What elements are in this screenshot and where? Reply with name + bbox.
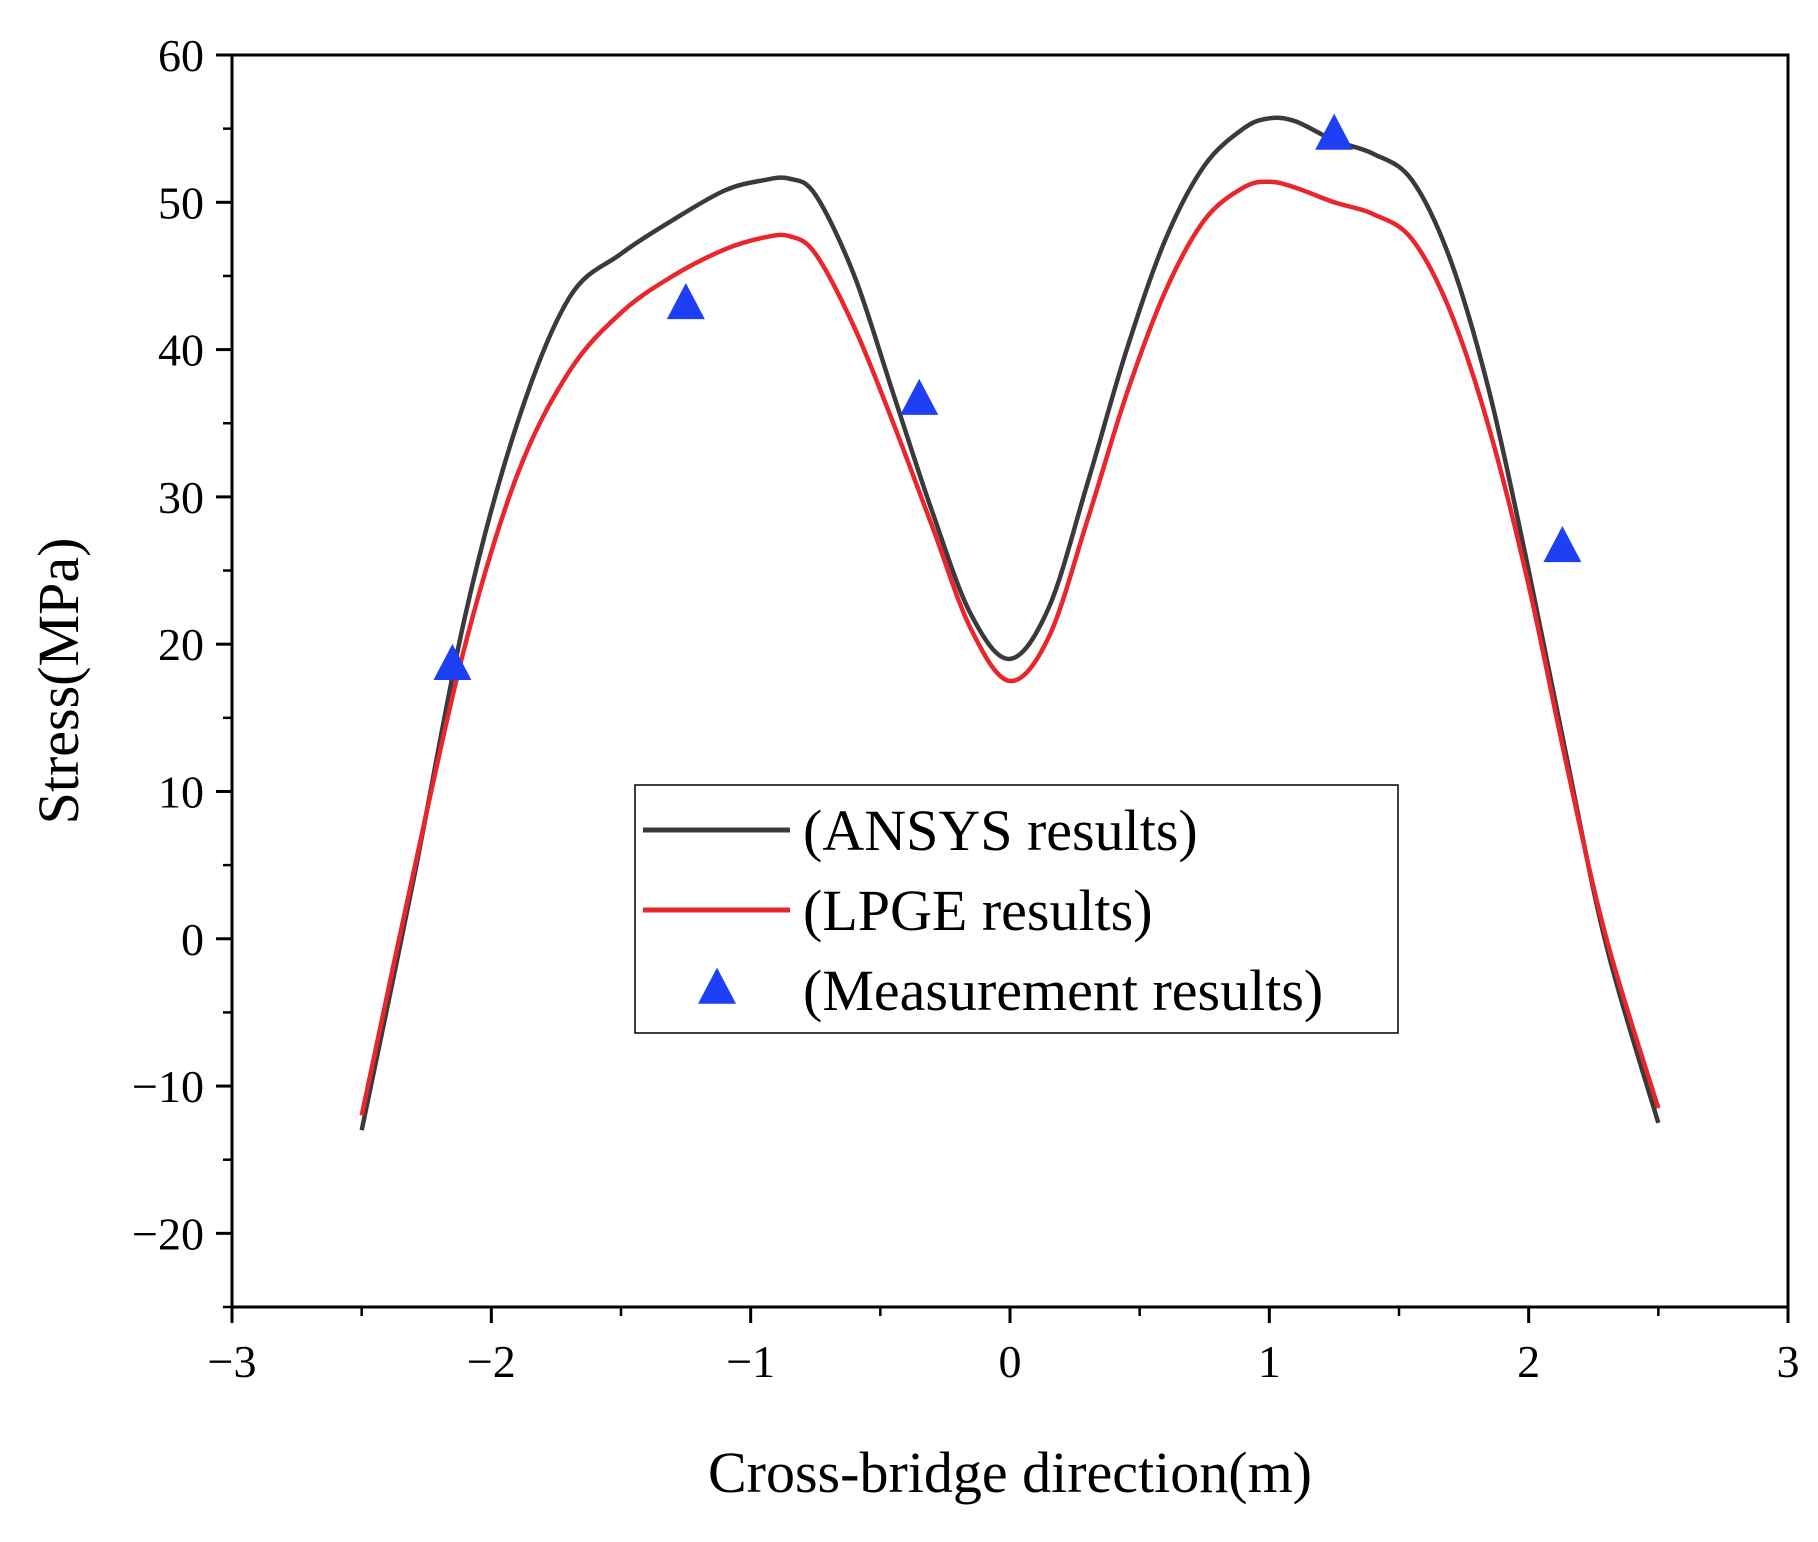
legend: (ANSYS results) (LPGE results) (Measurem… [634, 784, 1399, 1034]
plot-frame [230, 53, 1790, 1309]
legend-swatch-measurement [698, 967, 736, 1004]
y-tick-label: 60 [158, 30, 204, 81]
x-tick-label: 2 [1517, 1336, 1540, 1387]
measurement-point [900, 378, 939, 415]
y-tick-label: −20 [132, 1208, 204, 1259]
measurement-point [1315, 113, 1354, 150]
measurement-point [1543, 526, 1582, 563]
x-tick-label: 0 [999, 1336, 1022, 1387]
plot-area [359, 113, 1661, 1131]
x-tick-label: −3 [208, 1336, 257, 1387]
series-line-0 [359, 115, 1661, 1131]
series-line-1 [359, 179, 1661, 1116]
y-tick-label: −10 [132, 1061, 204, 1112]
x-tick-label: 3 [1777, 1336, 1800, 1387]
legend-label-lpge: (LPGE results) [803, 878, 1153, 943]
x-axis-title: Cross-bridge direction(m) [708, 1440, 1312, 1505]
y-tick-label: 0 [181, 914, 204, 965]
y-axis-title: Stress(MPa) [26, 538, 91, 825]
x-tick-label: −1 [726, 1336, 775, 1387]
x-tick-label: 1 [1258, 1336, 1281, 1387]
y-tick-label: 10 [158, 766, 204, 817]
measurement-point [666, 283, 705, 320]
measurement-point [433, 643, 472, 680]
y-tick-label: 20 [158, 619, 204, 670]
y-tick-label: 30 [158, 472, 204, 523]
legend-label-measurement: (Measurement results) [803, 958, 1323, 1023]
legend-label-ansys: (ANSYS results) [803, 798, 1198, 863]
y-tick-label: 40 [158, 325, 204, 376]
y-tick-label: 50 [158, 177, 204, 228]
x-tick-label: −2 [467, 1336, 516, 1387]
